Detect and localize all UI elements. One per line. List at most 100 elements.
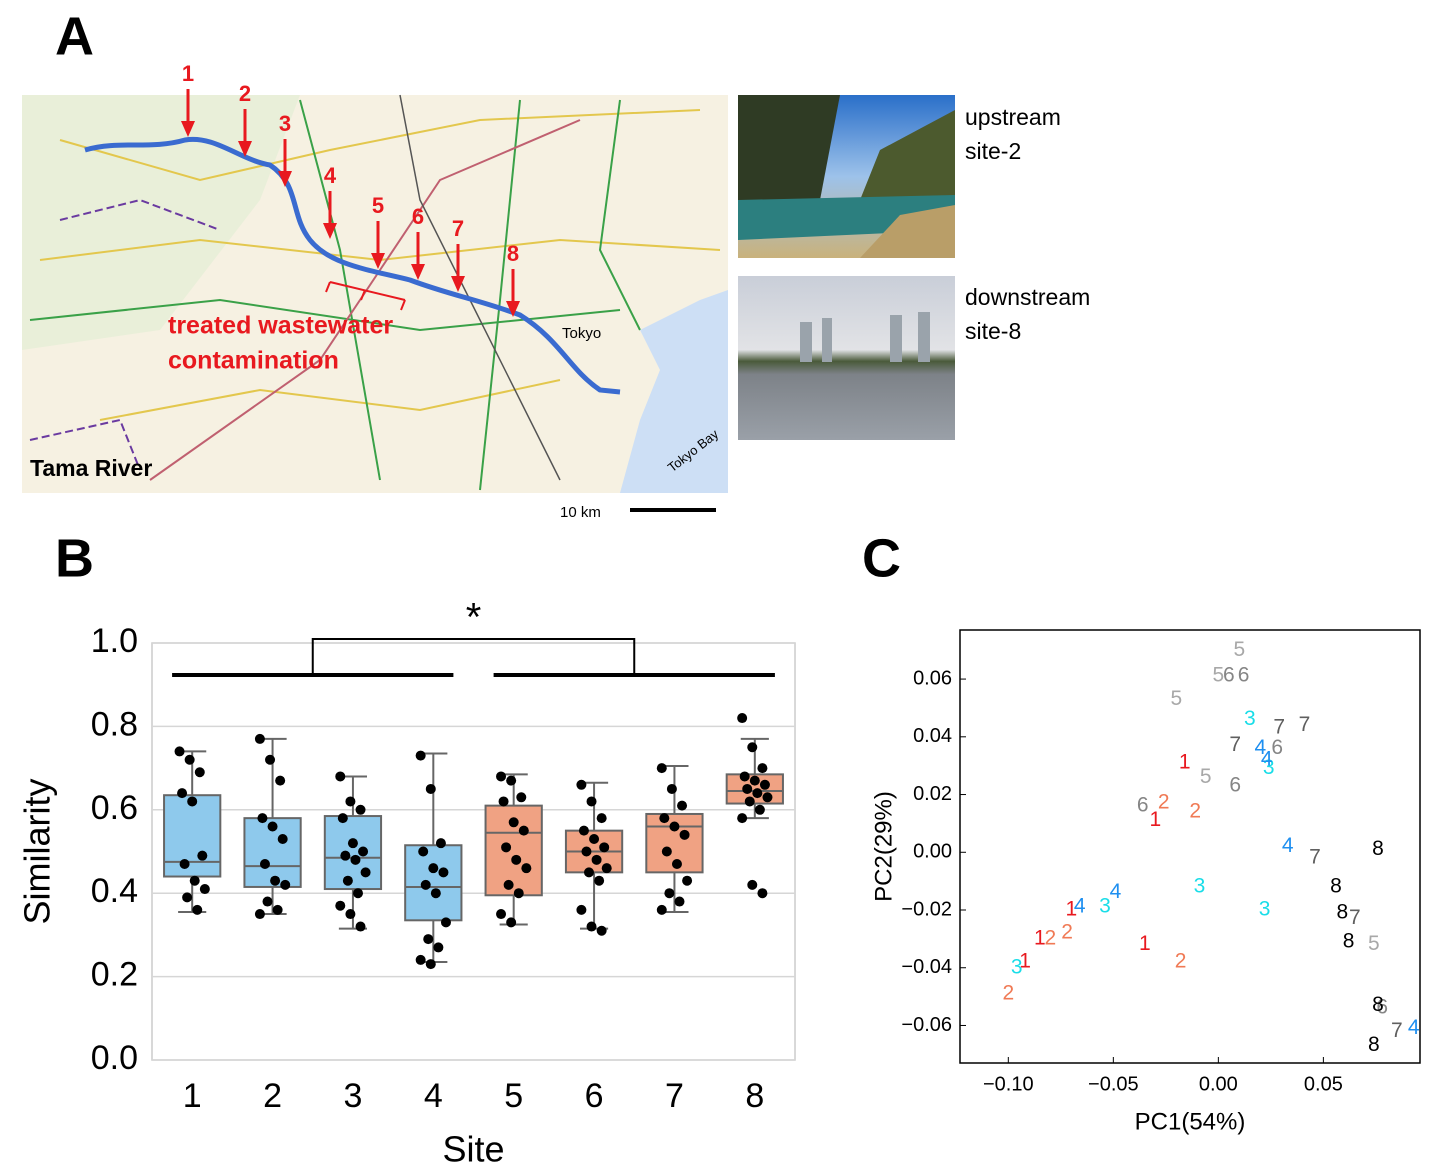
data-point <box>586 796 597 807</box>
point-label: 2 <box>1061 921 1073 944</box>
data-point <box>179 859 190 870</box>
data-point <box>177 788 188 799</box>
data-point <box>433 942 444 953</box>
data-point <box>679 829 690 840</box>
site-label: 6 <box>412 204 424 229</box>
y-axis-label: Similarity <box>17 778 58 924</box>
data-point <box>513 888 524 899</box>
data-point <box>518 825 529 836</box>
site-label: 7 <box>452 216 464 241</box>
box <box>404 844 463 922</box>
point-label: 6 <box>1271 736 1283 759</box>
place-label: Tokyo <box>562 325 601 342</box>
data-point <box>757 763 768 774</box>
point-label: 2 <box>1002 981 1014 1004</box>
data-point <box>254 733 265 744</box>
data-point <box>656 763 667 774</box>
data-point <box>496 771 507 782</box>
data-point <box>742 783 753 794</box>
data-point <box>744 796 755 807</box>
panel-label: B <box>55 528 94 588</box>
point-label: 6 <box>1238 664 1250 687</box>
data-point <box>174 746 185 757</box>
point-label: 5 <box>1368 932 1380 955</box>
y-tick-label: 0.4 <box>91 872 138 910</box>
point-label: 4 <box>1255 736 1267 759</box>
point-label: 8 <box>1330 874 1342 897</box>
point-label: 2 <box>1158 791 1170 814</box>
arrow-head <box>278 171 292 187</box>
x-tick-label: −0.10 <box>983 1073 1034 1095</box>
data-point <box>194 767 205 778</box>
y-tick-label: −0.06 <box>901 1014 952 1036</box>
data-point <box>757 888 768 899</box>
x-tick-label: 3 <box>343 1077 362 1115</box>
data-point <box>440 917 451 928</box>
x-tick-label: 0.00 <box>1199 1073 1238 1095</box>
panel-label: C <box>862 528 901 588</box>
y-tick-label: 0.00 <box>913 841 952 863</box>
point-label: 4 <box>1408 1016 1420 1039</box>
data-point <box>254 909 265 920</box>
x-tick-label: 6 <box>585 1077 604 1115</box>
point-label: 3 <box>1263 756 1275 779</box>
point-label: 7 <box>1273 716 1285 739</box>
data-point <box>425 783 436 794</box>
map-annotation: treated wastewater <box>168 312 393 340</box>
point-label: 3 <box>1011 955 1023 978</box>
point-label: 7 <box>1229 733 1241 756</box>
data-point <box>737 813 748 824</box>
data-point <box>759 779 770 790</box>
point-label: 8 <box>1343 929 1355 952</box>
point-label: 4 <box>1110 880 1122 903</box>
data-point <box>435 838 446 849</box>
site-label: 5 <box>372 193 384 218</box>
data-point <box>415 954 426 965</box>
data-point <box>423 934 434 945</box>
point-label: 1 <box>1019 950 1031 973</box>
data-point <box>583 867 594 878</box>
point-label: 8 <box>1336 900 1348 923</box>
data-point <box>682 875 693 886</box>
box <box>163 794 222 878</box>
point-label: 2 <box>1175 950 1187 973</box>
y-tick-label: −0.02 <box>901 898 952 920</box>
point-label: 7 <box>1309 846 1321 869</box>
point-label: 6 <box>1137 794 1149 817</box>
data-point <box>187 796 198 807</box>
significance: * <box>466 596 482 640</box>
data-point <box>516 792 527 803</box>
arrow-head <box>238 141 252 157</box>
data-point <box>192 904 203 915</box>
data-point <box>275 775 286 786</box>
data-point <box>674 896 685 907</box>
point-label: 5 <box>1234 638 1246 661</box>
data-point <box>277 833 288 844</box>
data-point <box>594 875 605 886</box>
data-point <box>749 775 760 786</box>
data-point <box>428 863 439 874</box>
data-point <box>747 879 758 890</box>
point-label: 6 <box>1376 996 1388 1019</box>
data-point <box>340 850 351 861</box>
point-label: 7 <box>1391 1019 1403 1042</box>
data-point <box>360 867 371 878</box>
data-point <box>355 804 366 815</box>
point-label: 1 <box>1179 750 1191 773</box>
point-label: 8 <box>1372 837 1384 860</box>
data-point <box>659 813 670 824</box>
x-axis-label: PC1(54%) <box>1135 1108 1246 1135</box>
data-point <box>358 846 369 857</box>
data-point <box>418 846 429 857</box>
point-label: 1 <box>1149 808 1161 831</box>
x-tick-label: 7 <box>665 1077 684 1115</box>
arrow-head <box>411 264 425 280</box>
data-point <box>501 842 512 853</box>
data-point <box>280 879 291 890</box>
y-axis-label: PC2(29%) <box>870 791 897 902</box>
y-tick-label: 0.02 <box>913 783 952 805</box>
data-point <box>345 796 356 807</box>
data-point <box>596 925 607 936</box>
x-tick-label: 5 <box>504 1077 523 1115</box>
